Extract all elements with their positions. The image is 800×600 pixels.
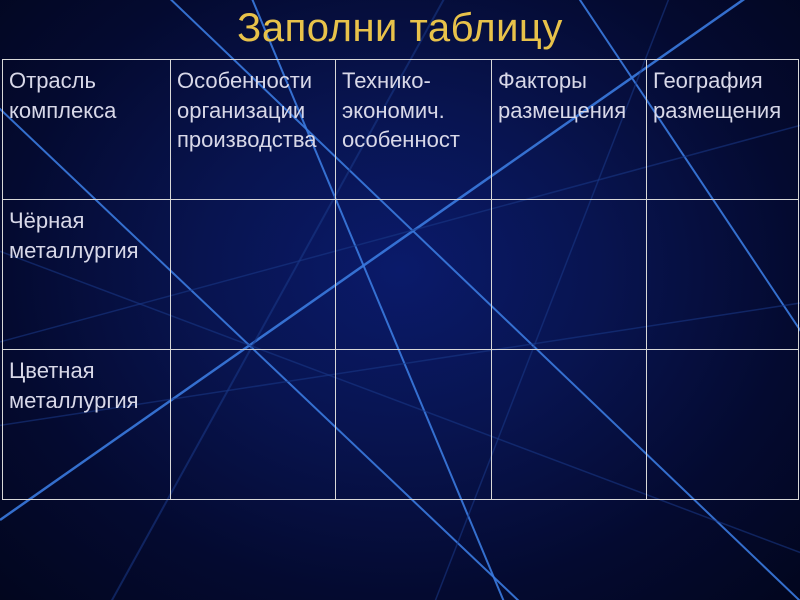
cell [336,350,492,500]
cell [336,200,492,350]
slide-title: Заполни таблицу [0,0,800,51]
header-cell: География размещения [647,60,799,200]
row-label: Цветная металлургия [3,350,171,500]
header-cell: Особенности организации производства [171,60,336,200]
table-row: Цветная металлургия [3,350,799,500]
table-header-row: Отрасль комплекса Особенности организаци… [3,60,799,200]
cell [171,200,336,350]
header-cell: Технико-экономич. особенност [336,60,492,200]
header-cell: Отрасль комплекса [3,60,171,200]
table-container: Отрасль комплекса Особенности организаци… [0,51,800,500]
table-row: Чёрная металлургия [3,200,799,350]
header-cell: Факторы размещения [492,60,647,200]
cell [492,200,647,350]
cell [647,200,799,350]
cell [492,350,647,500]
cell [171,350,336,500]
row-label: Чёрная металлургия [3,200,171,350]
fill-table: Отрасль комплекса Особенности организаци… [2,59,799,500]
cell [647,350,799,500]
